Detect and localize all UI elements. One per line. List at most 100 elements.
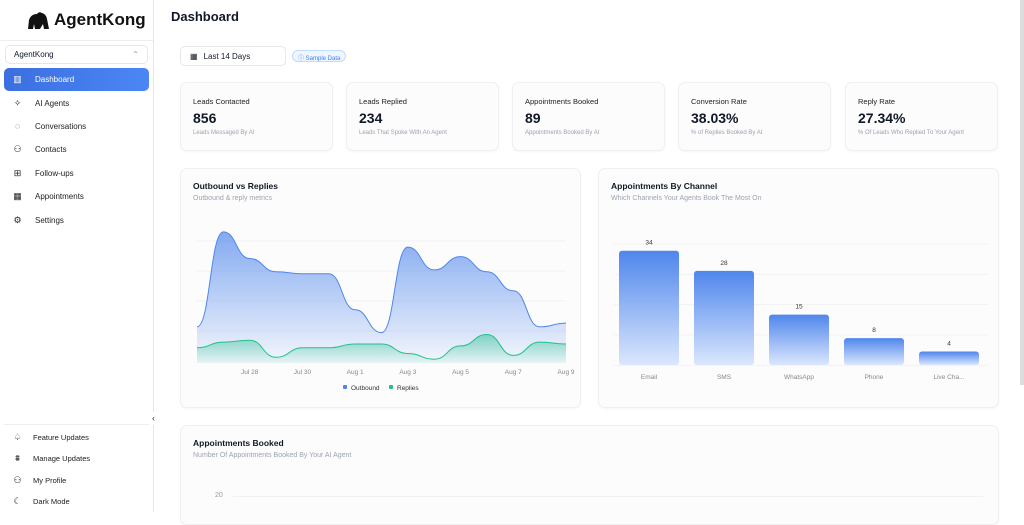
x-tick-label: Jul 28 (241, 369, 259, 376)
calendar-icon: ▦ (190, 52, 198, 61)
bar-chart-icon: ▥ (13, 74, 22, 85)
stat-subtitle: % of Replies Booked By AI (691, 130, 763, 136)
appointments-by-channel-card: Appointments By Channel Which Channels Y… (598, 168, 999, 408)
x-tick-label: Jul 30 (294, 369, 312, 376)
series-area-replies (197, 334, 566, 363)
legend-swatch (389, 385, 393, 389)
sample-data-badge: ⓘ Sample Data (292, 50, 347, 62)
outbound-vs-replies-card: Outbound vs Replies Outbound & reply met… (180, 168, 581, 408)
data-label: 28 (720, 260, 728, 267)
x-tick-label: Phone (865, 374, 884, 381)
scrollbar[interactable] (1020, 0, 1024, 385)
chart-title: Appointments Booked (193, 438, 284, 448)
gear-icon: ⚙ (13, 214, 22, 225)
stat-value: 38.03% (691, 110, 739, 126)
bar (919, 351, 979, 365)
chevron-updown-icon: ⌃ (132, 50, 139, 59)
stat-subtitle: Appointments Booked By AI (525, 130, 600, 136)
sidebar-item-label: Manage Updates (33, 454, 91, 464)
data-label: 4 (947, 341, 951, 348)
chart-subtitle: Number Of Appointments Booked By Your AI… (193, 452, 352, 459)
stat-label: Leads Contacted (193, 97, 250, 106)
x-tick-label: WhatsApp (784, 374, 814, 381)
sidebar: AgentKong AgentKong ⌃ ▥ Dashboard ✧ AI Agent… (0, 0, 160, 512)
stat-value: 234 (359, 110, 383, 126)
stat-label: Leads Replied (359, 97, 407, 106)
sidebar-item-ai-agents[interactable]: ✧ AI Agents (4, 91, 149, 114)
sidebar-item-label: Settings (35, 215, 64, 225)
calendar-icon: ▦ (13, 191, 22, 202)
sidebar-item-label: Appointments (35, 192, 84, 202)
sidebar-item-dashboard[interactable]: ▥ Dashboard (4, 68, 149, 92)
area-chart: Jul 28 Jul 30 Aug 1 Aug 3 Aug 5 Aug 7 Aug 9 Out… (196, 231, 575, 392)
divider (0, 40, 153, 41)
legend-label: Replies (397, 385, 419, 392)
collapse-sidebar-button[interactable]: ‹ (147, 412, 160, 425)
x-tick-label: Live Cha... (933, 374, 964, 381)
chart-subtitle: Which Channels Your Agents Book The Most… (611, 195, 762, 202)
gridline (233, 496, 983, 497)
sidebar-item-feature-updates[interactable]: ♤ Feature Updates (4, 427, 149, 448)
sidebar-item-appointments[interactable]: ▦ Appointments (4, 185, 149, 208)
bar (844, 338, 904, 365)
sidebar-item-label: Conversations (35, 121, 87, 131)
stat-subtitle: Leads That Spoke With An Agent (359, 130, 447, 136)
gorilla-logo-icon (28, 12, 49, 29)
chat-icon: ◌ (14, 121, 21, 132)
user-icon: ⚇ (13, 474, 22, 485)
sidebar-item-label: Feature Updates (33, 433, 89, 443)
legend-label: Outbound (351, 385, 380, 392)
date-range-label: Last 14 Days (203, 52, 251, 61)
stat-card: Conversion Rate 38.03% % of Replies Booked… (678, 82, 831, 151)
sidebar-item-conversations[interactable]: ◌ Conversations (4, 115, 149, 138)
sidebar-item-dark-mode[interactable]: ☾ Dark Mode (4, 491, 149, 512)
sparkles-icon: ✧ (13, 97, 22, 108)
stat-value: 27.34% (858, 110, 906, 126)
chart-title: Appointments By Channel (611, 181, 718, 191)
stat-subtitle: % Of Leads Who Replied To Your Agent (858, 130, 964, 136)
user-icon: ⚇ (13, 144, 22, 155)
bar (769, 314, 829, 365)
stat-card: Leads Replied 234 Leads That Spoke With An… (346, 82, 499, 151)
sidebar-item-label: Contacts (35, 145, 67, 155)
stat-label: Appointments Booked (525, 97, 599, 106)
logo[interactable]: AgentKong (26, 10, 146, 30)
sidebar-item-label: Dark Mode (33, 497, 70, 507)
sample-badge-label: Sample Data (305, 56, 341, 62)
stat-subtitle: Leads Messaged By AI (193, 130, 255, 136)
moon-icon: ☾ (13, 496, 22, 507)
bar (619, 250, 679, 365)
stat-value: 89 (525, 110, 541, 126)
x-tick-label: Aug 9 (558, 369, 575, 376)
series-line-replies (196, 333, 567, 360)
chart-subtitle: Outbound & reply metrics (193, 195, 272, 202)
brand-name: AgentKong (54, 10, 146, 29)
legend-swatch (343, 385, 347, 389)
stat-value: 856 (193, 110, 217, 126)
sidebar-item-label: AI Agents (35, 98, 70, 108)
updates-icon: ⩩ (15, 453, 20, 464)
y-tick-label: 20 (215, 492, 223, 499)
series-line-outbound (196, 231, 567, 334)
stat-label: Reply Rate (858, 97, 896, 106)
sidebar-item-label: Follow-ups (35, 168, 74, 178)
sidebar-item-manage-updates[interactable]: ⩩ Manage Updates (4, 448, 149, 469)
appointments-booked-card: Appointments Booked Number Of Appointmen… (180, 425, 999, 525)
bell-icon: ♤ (13, 432, 22, 443)
sidebar-item-my-profile[interactable]: ⚇ My Profile (4, 470, 149, 491)
stat-card: Appointments Booked 89 Appointments Booked… (512, 82, 665, 151)
workspace-select[interactable]: AgentKong ⌃ (5, 45, 148, 64)
chart-title: Outbound vs Replies (193, 181, 279, 191)
x-tick-label: Aug 5 (452, 369, 469, 376)
x-tick-label: Email (641, 374, 658, 381)
sidebar-item-label: My Profile (33, 475, 67, 485)
sidebar-item-contacts[interactable]: ⚇ Contacts (4, 138, 149, 161)
page-title: Dashboard (171, 9, 239, 24)
sidebar-item-follow-ups[interactable]: ⊞ Follow-ups (4, 162, 149, 185)
x-tick-label: SMS (717, 374, 732, 381)
data-label: 15 (795, 304, 803, 311)
bar (694, 270, 754, 365)
data-label: 34 (645, 240, 653, 247)
sidebar-item-settings[interactable]: ⚙ Settings (4, 208, 149, 231)
date-range-picker[interactable]: ▦ Last 14 Days (180, 46, 286, 66)
